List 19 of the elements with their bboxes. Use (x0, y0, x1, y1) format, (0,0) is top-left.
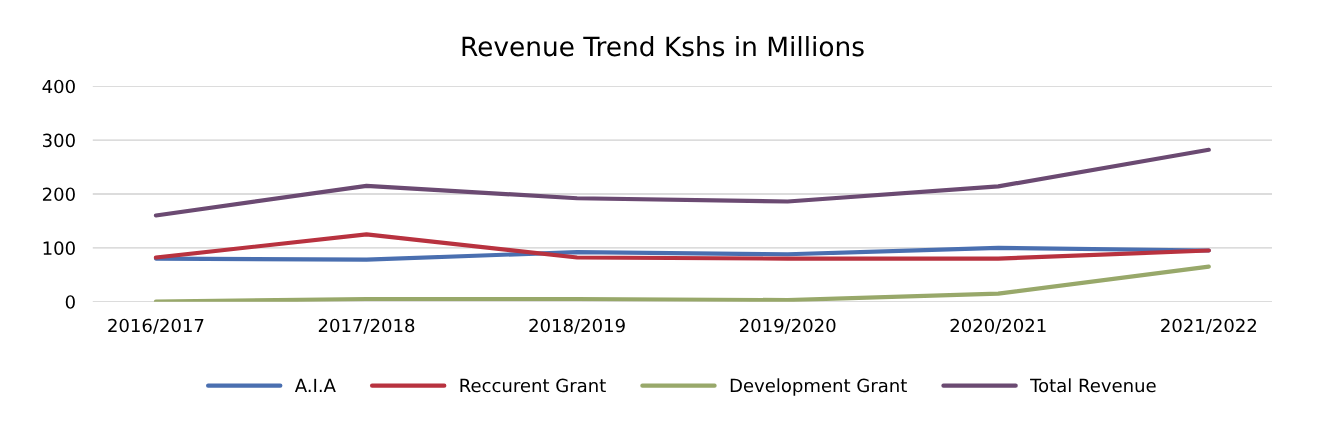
legend-label: Development Grant (730, 378, 907, 396)
x-tick-label: 2017/2018 (318, 318, 415, 334)
legend-label: Reccurent Grant (460, 378, 606, 393)
line-series (153, 147, 1211, 218)
y-tick-label: 400 (42, 79, 75, 94)
legend-label: A.I.A (294, 378, 336, 393)
x-tick-label: 2016/2017 (108, 318, 204, 334)
x-tick-label: 2018/2019 (529, 318, 625, 334)
x-tick-label: 2021/2022 (1161, 318, 1257, 334)
y-tick-label: 300 (43, 133, 75, 148)
x-tick-label: 2019/2020 (740, 318, 836, 334)
chart-title: Revenue Trend Kshs in Millions (462, 35, 864, 57)
legend-label: Total Revenue (1030, 378, 1156, 393)
line-series (153, 264, 1211, 302)
y-tick-label: 200 (42, 187, 75, 202)
y-tick-label: 0 (65, 295, 75, 309)
y-tick-label: 100 (43, 241, 75, 255)
x-tick-label: 2020/2021 (950, 318, 1046, 334)
line-series (153, 232, 1211, 261)
